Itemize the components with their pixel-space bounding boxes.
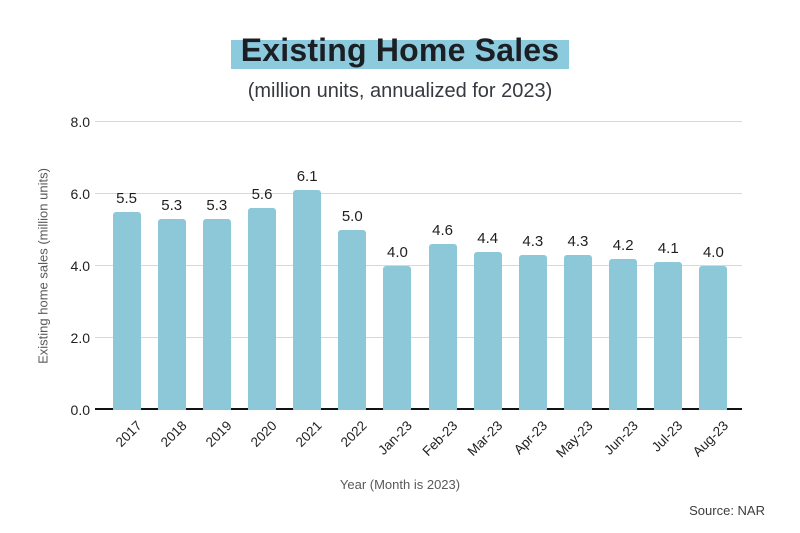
- bar-value-label: 4.6: [432, 222, 453, 240]
- bar-value-label: 5.3: [161, 197, 183, 215]
- y-axis-title: Existing home sales (million units): [35, 168, 51, 364]
- bar: [699, 266, 728, 410]
- y-tick-label: 6.0: [70, 186, 90, 202]
- bar-value-label: 4.2: [612, 236, 634, 254]
- bar-column: 4.6 Feb-23: [419, 122, 465, 458]
- gridline: [95, 121, 742, 122]
- x-tick-label: 2019: [202, 418, 235, 450]
- bar: [563, 255, 592, 410]
- bar: [112, 212, 141, 410]
- x-tick-label: 2022: [338, 418, 370, 450]
- bar-column: 5.3 2019: [194, 122, 239, 450]
- bars-layer: 5.5 2017 5.3 2018 5.3 2019 5.6 2020 6.1 2021 5.0 20…: [95, 122, 742, 460]
- bar: [202, 219, 231, 410]
- bar-column: 4.0 Aug-23: [690, 122, 736, 459]
- bar-value-label: 5.5: [116, 190, 137, 207]
- plot-area: 0.0 2.0 4.0 6.0 8.0 5.5 2017 5.3 2018 5.3 2019 5.6…: [71, 114, 742, 460]
- bar-value-label: 4.3: [567, 233, 589, 251]
- x-axis-title: Year (Month is 2023): [339, 477, 461, 492]
- bar-column: 4.1 Jul-23: [646, 122, 691, 454]
- bar: [654, 262, 683, 410]
- y-tick-label: 8.0: [70, 114, 90, 130]
- bar: [428, 244, 457, 410]
- bar: [247, 208, 276, 410]
- bar-column: 5.6 2020: [239, 122, 284, 449]
- bar-value-label: 5.0: [341, 208, 363, 225]
- bar-value-label: 4.0: [702, 244, 724, 261]
- chart-title: Existing Home Sales: [230, 31, 570, 69]
- y-tick-label: 0.0: [70, 402, 90, 418]
- y-tick-label: 4.0: [70, 258, 90, 274]
- bar: [609, 258, 638, 410]
- chart-subtitle: (million units, annualized for 2023): [247, 80, 553, 102]
- bar-column: 5.3 2018: [149, 122, 194, 450]
- x-tick-label: Jan-23: [375, 418, 416, 458]
- gridline: [95, 265, 742, 266]
- bar-column: 4.4 Mar-23: [464, 122, 510, 459]
- bar: [157, 219, 186, 410]
- x-tick-label: Jun-23: [600, 418, 641, 458]
- bar: [383, 266, 412, 410]
- gridline: [95, 193, 742, 194]
- bar-column: 4.2 Jun-23: [601, 122, 646, 458]
- bar: [473, 251, 502, 410]
- chart-title-row: Existing Home Sales: [0, 31, 800, 69]
- x-tick-label: 2020: [247, 418, 280, 450]
- source-note: Source: NAR: [689, 503, 765, 518]
- y-tick-label: 2.0: [70, 330, 90, 346]
- bar-value-label: 4.1: [657, 240, 679, 258]
- x-tick-label: Jul-23: [649, 418, 686, 455]
- bar-value-label: 4.4: [477, 229, 499, 247]
- bar-column: 5.5 2017: [104, 122, 149, 450]
- x-tick-label: May-23: [553, 418, 596, 461]
- x-tick-label: Mar-23: [464, 418, 506, 459]
- bar-column: 5.0 2022: [330, 122, 375, 450]
- bar-value-label: 4.0: [386, 244, 408, 261]
- bar: [293, 190, 322, 410]
- x-tick-label: 2018: [157, 418, 190, 450]
- x-tick-label: 2017: [112, 418, 145, 450]
- x-tick-label: 2021: [292, 418, 325, 450]
- bar-column: 4.3 Apr-23: [510, 122, 555, 457]
- x-tick-label: Feb-23: [419, 418, 461, 459]
- bar: [518, 255, 547, 410]
- bar: [338, 230, 367, 410]
- x-axis-line: [95, 408, 742, 410]
- gridline: [95, 337, 742, 338]
- bar-value-label: 4.3: [522, 233, 544, 251]
- bar-value-label: 5.6: [251, 186, 273, 204]
- bar-column: 6.1 2021: [285, 122, 330, 449]
- bar-column: 4.3 May-23: [553, 122, 600, 460]
- x-tick-label: Aug-23: [689, 418, 732, 460]
- bar-value-label: 5.3: [206, 197, 228, 215]
- bar-value-label: 6.1: [296, 168, 318, 186]
- bar-column: 4.0 Jan-23: [375, 122, 420, 458]
- x-tick-label: Apr-23: [511, 418, 551, 458]
